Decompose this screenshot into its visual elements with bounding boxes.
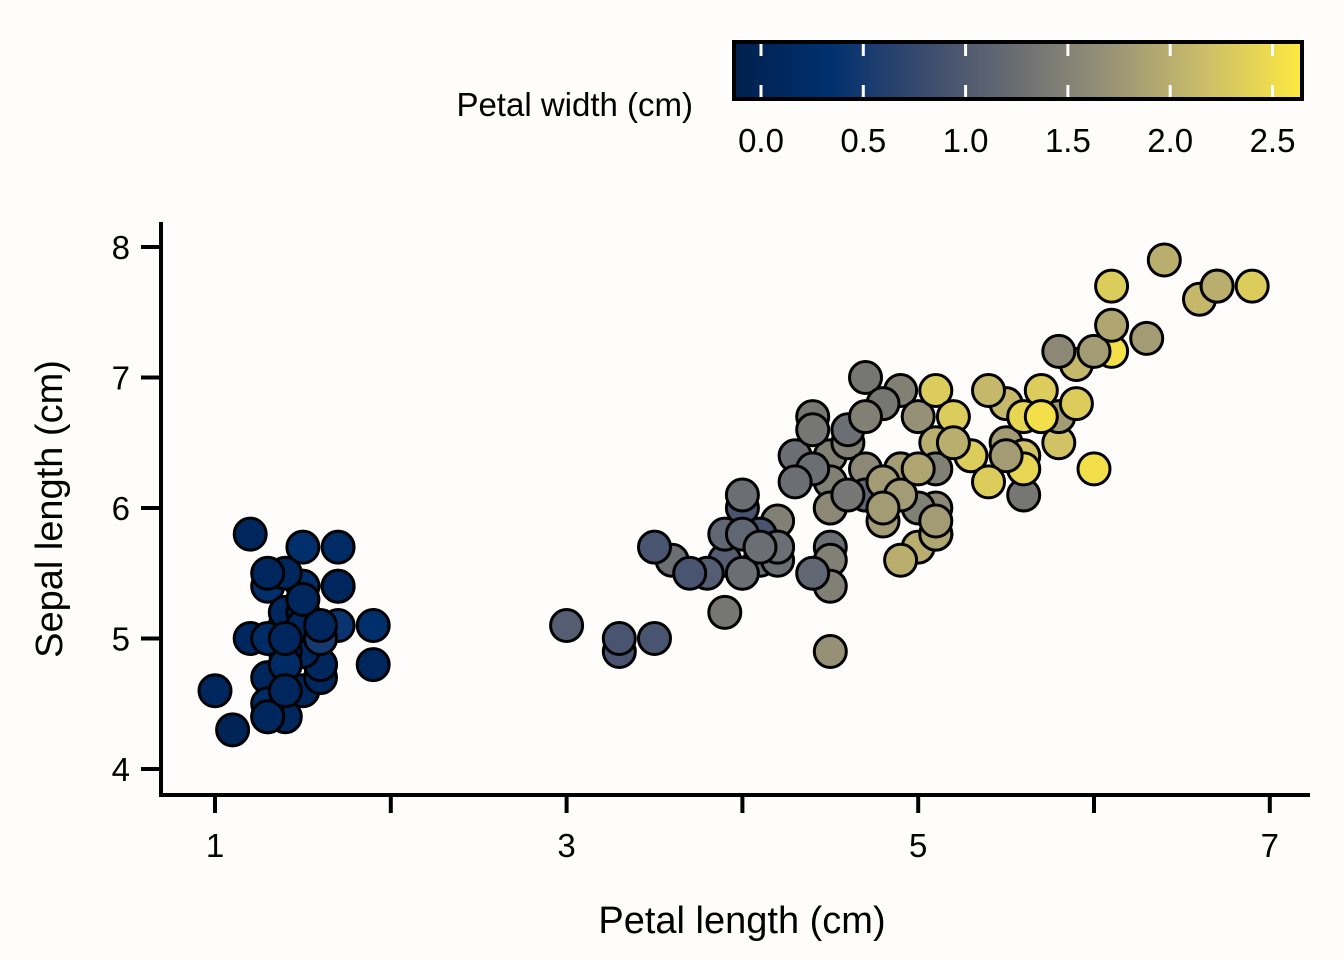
colorbar	[732, 40, 1304, 101]
data-point	[795, 555, 831, 591]
data-point	[830, 477, 866, 513]
y-tick-label: 7	[112, 360, 130, 397]
y-axis-ticks: 4 5 6 7 8	[112, 229, 161, 788]
data-point	[549, 608, 585, 643]
data-point	[971, 373, 1006, 408]
data-point	[795, 412, 831, 448]
data-point	[1199, 268, 1235, 304]
data-point	[848, 360, 883, 395]
data-point	[1094, 268, 1130, 304]
data-point	[637, 529, 672, 565]
data-point	[285, 581, 321, 617]
color-legend: Petal width (cm) 0.0 0.5 1.0 1.5 2.0 2.5	[456, 40, 1304, 159]
data-point	[724, 555, 760, 591]
data-point	[1146, 242, 1182, 278]
colorbar-tick-label: 1.5	[1045, 122, 1091, 159]
x-tick-label: 3	[557, 827, 575, 864]
data-point	[1094, 307, 1130, 343]
colorbar-tick-label: 1.0	[943, 122, 989, 159]
data-point	[215, 712, 251, 748]
colorbar-tick-label: 2.0	[1147, 122, 1193, 159]
data-point	[1129, 320, 1165, 356]
data-points	[197, 242, 1270, 748]
data-point	[197, 673, 233, 709]
data-point	[742, 529, 778, 565]
data-point	[303, 608, 338, 643]
y-tick-label: 5	[112, 621, 130, 658]
x-tick-label: 5	[909, 827, 927, 864]
data-point	[918, 503, 954, 539]
data-point	[320, 529, 356, 565]
data-point	[883, 542, 919, 578]
data-point	[935, 425, 971, 461]
x-axis-ticks: 1 3 5 7	[206, 795, 1279, 864]
data-point	[900, 451, 936, 487]
data-point	[637, 621, 672, 656]
legend-title: Petal width (cm)	[456, 86, 693, 123]
axes: 1 3 5 7 4 5 6 7 8 Petal length (cm) Sepal lengt…	[29, 222, 1310, 942]
data-point	[848, 399, 883, 435]
data-point	[918, 373, 954, 408]
data-point	[777, 464, 813, 500]
x-axis-title: Petal length (cm)	[598, 900, 885, 942]
colorbar-ticks: 0.0 0.5 1.0 1.5 2.0 2.5	[738, 44, 1295, 159]
data-point	[812, 634, 848, 669]
data-point	[1076, 451, 1112, 487]
colorbar-tick-label: 2.5	[1250, 122, 1296, 159]
data-point	[320, 568, 356, 604]
data-point	[250, 555, 286, 591]
data-point	[267, 621, 303, 656]
data-point	[707, 594, 743, 630]
data-point	[250, 699, 286, 735]
y-tick-label: 6	[112, 490, 130, 527]
data-point	[267, 673, 303, 709]
data-point	[672, 555, 708, 591]
data-point	[232, 516, 268, 552]
x-tick-label: 7	[1261, 827, 1279, 864]
data-point	[1023, 399, 1059, 435]
y-tick-label: 4	[112, 751, 130, 788]
data-point	[1058, 386, 1094, 422]
data-point	[724, 477, 760, 513]
data-point	[865, 490, 901, 526]
data-point	[355, 647, 391, 683]
data-point	[988, 438, 1024, 474]
data-point	[900, 399, 936, 435]
data-point	[1234, 268, 1270, 304]
data-point	[285, 529, 321, 565]
data-point	[1076, 333, 1112, 369]
colorbar-tick-label: 0.5	[840, 122, 886, 159]
data-point	[601, 621, 637, 656]
data-point	[1041, 333, 1077, 369]
x-tick-label: 1	[206, 827, 224, 864]
y-axis-title: Sepal length (cm)	[29, 360, 71, 658]
y-tick-label: 8	[112, 229, 130, 266]
data-point	[971, 464, 1006, 500]
colorbar-tick-label: 0.0	[738, 122, 784, 159]
data-point	[355, 608, 391, 643]
